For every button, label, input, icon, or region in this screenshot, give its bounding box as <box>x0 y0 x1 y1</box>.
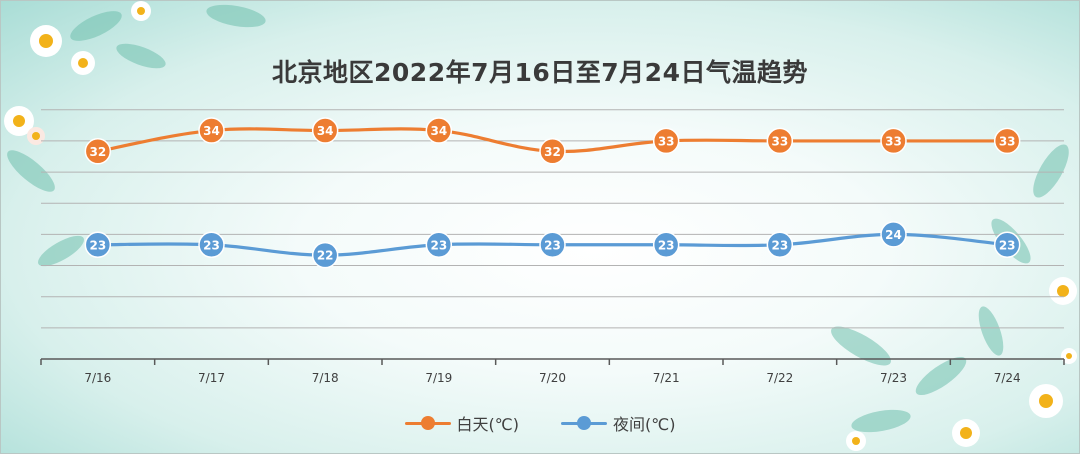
x-tick-label: 7/18 <box>312 371 339 385</box>
data-point <box>84 138 112 165</box>
x-tick-label: 7/21 <box>653 371 680 385</box>
line-chart: 7/16 7/17 7/18 7/19 7/20 7/21 7/22 7/23 7/24 32 34… <box>40 109 1065 385</box>
data-label: 23 <box>544 238 561 252</box>
data-point <box>993 231 1021 259</box>
data-label: 34 <box>317 124 334 138</box>
data-label: 23 <box>430 238 447 252</box>
data-point <box>198 231 225 259</box>
data-point <box>425 117 453 144</box>
data-label: 22 <box>317 249 334 263</box>
data-point <box>652 127 680 155</box>
x-tick-label: 7/20 <box>539 371 566 385</box>
data-point <box>993 127 1021 155</box>
data-point <box>880 127 907 155</box>
x-tick-label: 7/16 <box>84 371 111 385</box>
x-tick-label: 7/17 <box>198 371 225 385</box>
data-label: 33 <box>771 134 788 148</box>
data-label: 34 <box>203 124 220 138</box>
chart-title: 北京地区2022年7月16日至7月24日气温趋势 <box>272 58 808 87</box>
data-label: 23 <box>999 238 1016 252</box>
data-label: 23 <box>771 238 788 252</box>
data-label: 33 <box>658 134 675 148</box>
data-label: 32 <box>544 145 561 159</box>
data-label: 32 <box>89 145 106 159</box>
data-point <box>652 231 680 259</box>
legend-swatch-day <box>404 416 451 430</box>
legend-item-night: 夜间(℃) <box>561 411 675 435</box>
data-label: 23 <box>89 238 106 252</box>
data-point <box>311 241 339 269</box>
data-point <box>198 117 225 144</box>
legend-label-night: 夜间(℃) <box>613 415 676 434</box>
data-label: 23 <box>203 238 220 252</box>
chart-legend: 白天(℃) 夜间(℃) <box>1 411 1079 435</box>
x-tick-label: 7/24 <box>994 371 1021 385</box>
data-point <box>425 231 453 259</box>
legend-swatch-night <box>561 416 607 430</box>
data-label: 33 <box>999 134 1016 148</box>
data-point <box>84 231 112 259</box>
x-tick-label: 7/22 <box>766 371 793 385</box>
data-label: 33 <box>885 134 902 148</box>
data-point <box>539 138 566 165</box>
x-tick-label: 7/19 <box>425 371 452 385</box>
data-point <box>539 231 566 259</box>
x-tick-label: 7/23 <box>880 371 907 385</box>
data-label: 24 <box>885 228 902 242</box>
data-label: 34 <box>430 124 447 138</box>
data-point <box>766 231 794 259</box>
legend-label-day: 白天(℃) <box>456 415 519 434</box>
legend-item-day: 白天(℃) <box>404 411 519 435</box>
data-point <box>311 117 339 144</box>
data-point <box>880 221 907 248</box>
data-point <box>766 127 794 155</box>
data-label: 23 <box>658 238 675 252</box>
